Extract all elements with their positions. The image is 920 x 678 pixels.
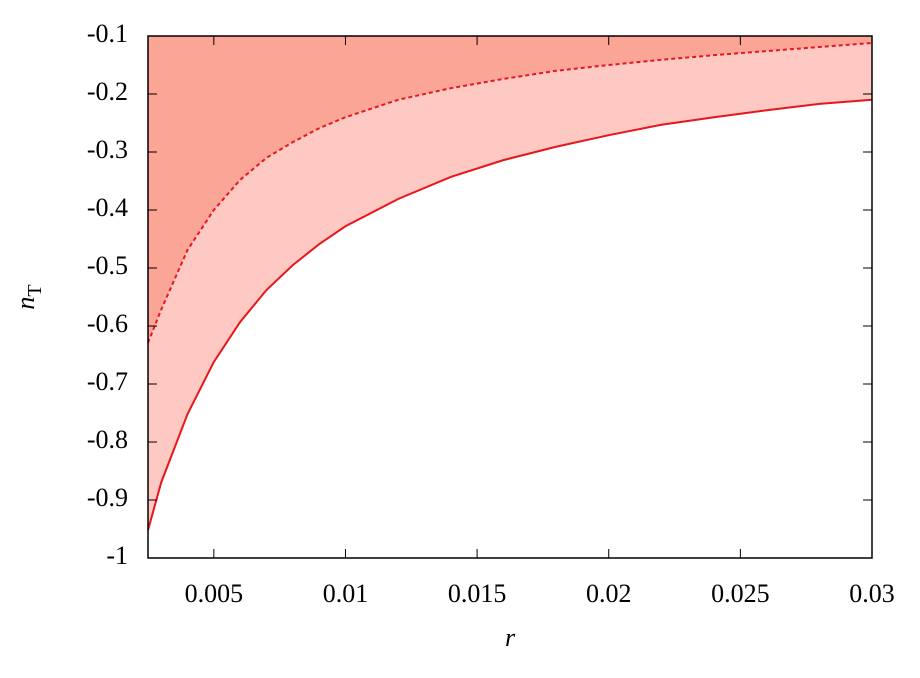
area: [148, 36, 872, 343]
x-tick-label: 0.02: [586, 579, 632, 608]
y-tick-label: -1: [106, 541, 128, 570]
x-tick-label: 0.01: [323, 579, 369, 608]
y-tick-label: -0.2: [87, 77, 128, 106]
series-line: [147, 41, 873, 344]
y-tick-label: -0.8: [87, 425, 128, 454]
y-tick-label: -0.1: [87, 19, 128, 48]
y-tick-label: -0.4: [87, 193, 128, 222]
y-axis-label-group: nT: [11, 284, 46, 309]
x-tick-label: 0.025: [711, 579, 770, 608]
y-tick-label: -0.9: [87, 483, 128, 512]
y-axis-label-sub: T: [24, 284, 46, 296]
x-tick-label: 0.03: [849, 579, 895, 608]
series-line: [147, 98, 873, 531]
y-tick-label: -0.5: [87, 251, 128, 280]
y-tick-label: -0.7: [87, 367, 128, 396]
y-axis-label-main: n: [11, 297, 40, 310]
x-tick-label: 0.015: [448, 579, 507, 608]
y-axis-label: nT: [11, 284, 46, 309]
x-axis-label: r: [505, 623, 516, 652]
x-tick-label: 0.005: [185, 579, 244, 608]
area: [148, 42, 872, 531]
plot-frame: [147, 35, 873, 559]
y-tick-label: -0.3: [87, 135, 128, 164]
y-tick-label: -0.6: [87, 309, 128, 338]
